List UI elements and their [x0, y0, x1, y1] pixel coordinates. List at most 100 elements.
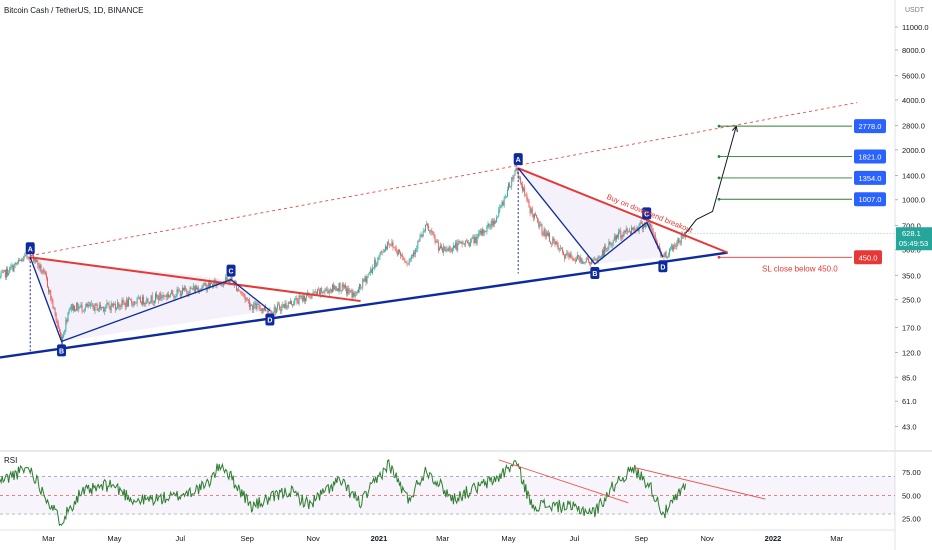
- candle-body: [186, 289, 188, 293]
- candle-60: [64, 329, 66, 335]
- candle-569: [613, 233, 615, 241]
- candle-577: [622, 232, 624, 240]
- candle-body: [403, 256, 405, 261]
- price-tick-label-5: 2800.0: [902, 122, 925, 131]
- candle-524: [565, 253, 567, 259]
- candle-body: [178, 290, 180, 292]
- point-marker: [265, 313, 275, 326]
- candle-body: [362, 279, 364, 288]
- candle-598: [645, 223, 647, 230]
- candle-body: [379, 253, 381, 257]
- candle-body: [392, 242, 394, 248]
- candle-107: [115, 301, 116, 313]
- candle-360: [388, 239, 390, 246]
- candle-body: [390, 245, 392, 246]
- candle-body: [410, 255, 412, 259]
- candle-body: [679, 242, 681, 244]
- point-label: A: [516, 157, 521, 164]
- candle-407: [438, 246, 440, 252]
- candle-560: [604, 243, 606, 258]
- candle-74: [79, 305, 81, 309]
- candle-449: [484, 229, 486, 236]
- candle-238: [256, 301, 258, 312]
- pattern-point-d-2: D: [658, 260, 668, 273]
- candle-266: [286, 304, 288, 310]
- candle-340: [366, 275, 368, 285]
- candle-511: [551, 242, 553, 248]
- rsi-trendline-2: [633, 466, 766, 500]
- candle-405: [436, 238, 438, 244]
- candle-357: [384, 243, 386, 252]
- candle-body: [320, 287, 322, 295]
- candle-body: [487, 223, 489, 227]
- candle-body: [219, 284, 221, 285]
- candle-body: [666, 256, 668, 258]
- pattern-point-b-1: B: [57, 344, 67, 357]
- candle-body: [220, 284, 222, 286]
- candle-386: [416, 245, 418, 252]
- candle-body: [0, 272, 2, 277]
- candle-522: [563, 250, 565, 256]
- candle-body: [83, 309, 85, 312]
- candle-279: [300, 294, 302, 300]
- candle-body: [494, 220, 495, 224]
- candle-69: [74, 305, 75, 312]
- candle-109: [117, 299, 119, 309]
- candle-body: [681, 234, 683, 237]
- candle-566: [610, 242, 612, 248]
- candle-body: [312, 292, 314, 295]
- candle-body: [513, 175, 515, 179]
- candle-581: [626, 227, 628, 235]
- candle-body: [361, 287, 363, 288]
- candle-body: [586, 258, 588, 259]
- candle-body: [389, 243, 391, 246]
- candle-body: [623, 230, 625, 237]
- candle-body: [338, 283, 340, 292]
- price-tick-label-6: 2000.0: [902, 146, 925, 155]
- candle-324: [349, 288, 351, 295]
- candle-127: [136, 296, 138, 307]
- candle-102: [109, 305, 111, 313]
- candle-312: [336, 286, 338, 292]
- candle-464: [500, 204, 502, 208]
- candle-446: [481, 228, 482, 236]
- candle-body: [357, 288, 359, 293]
- candle-body: [243, 293, 245, 297]
- candle-body: [612, 240, 614, 244]
- candle-392: [422, 227, 424, 238]
- candle-132: [142, 294, 143, 307]
- candle-body: [569, 253, 571, 258]
- candle-body: [273, 307, 275, 313]
- candle-361: [389, 243, 391, 249]
- candle-body: [388, 242, 390, 244]
- candle-body: [447, 249, 449, 251]
- candle-200: [215, 278, 217, 288]
- candle-437: [471, 237, 473, 243]
- candle-body: [302, 295, 304, 301]
- candle-331: [356, 289, 358, 295]
- candle-618: [666, 255, 668, 260]
- candle-301: [324, 288, 326, 296]
- candle-124: [133, 300, 135, 308]
- candle-37: [39, 262, 41, 272]
- candle-420: [452, 242, 454, 252]
- candle-body: [658, 245, 660, 247]
- candle-body: [479, 230, 481, 233]
- candle-65: [69, 306, 71, 311]
- candle-587: [633, 226, 635, 232]
- candle-body: [476, 236, 478, 244]
- candle-353: [380, 249, 382, 255]
- candle-body: [266, 310, 268, 312]
- candle-body: [101, 307, 102, 309]
- candle-body: [532, 214, 534, 218]
- candle-body: [559, 247, 561, 249]
- candle-467: [503, 195, 505, 208]
- candle-body: [642, 224, 644, 229]
- candle-538: [580, 254, 582, 264]
- candle-155: [166, 291, 168, 301]
- candle-body: [443, 246, 445, 253]
- candle-295: [318, 286, 319, 291]
- candle-594: [640, 219, 642, 225]
- candle-body: [39, 264, 41, 269]
